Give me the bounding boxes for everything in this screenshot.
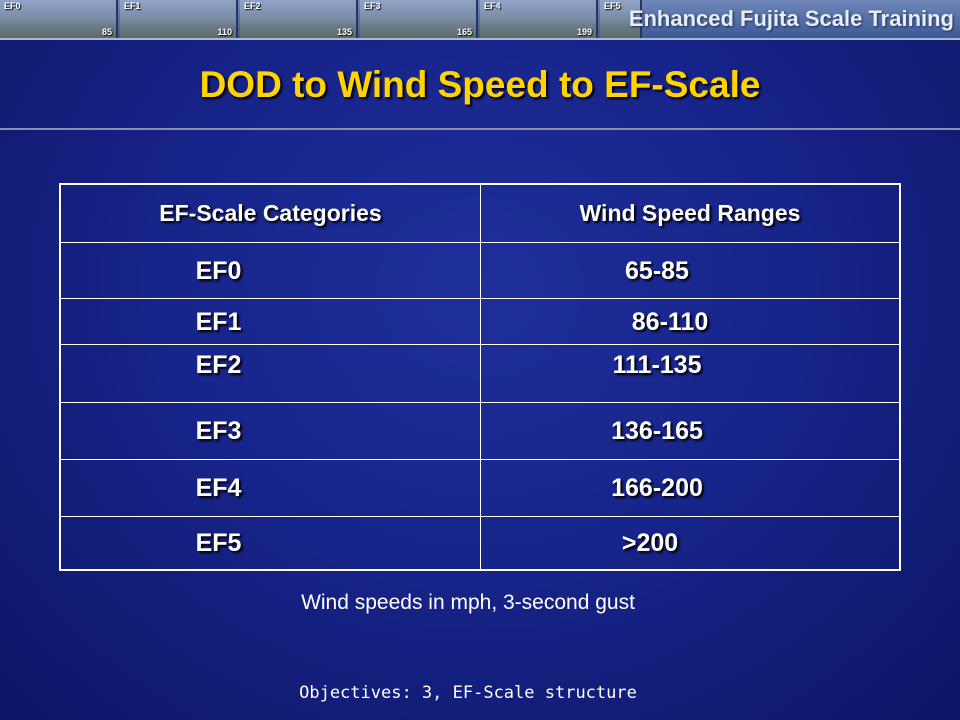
category-value: EF3 xyxy=(195,417,242,445)
table-row: EF0 65-85 xyxy=(61,242,899,299)
thumbnail-speed: 199 xyxy=(576,27,592,37)
ef0-thumbnail: EF0 85 xyxy=(0,0,118,38)
range-value: 166-200 xyxy=(611,474,703,502)
category-value: EF1 xyxy=(195,307,242,336)
thumbnail-label: EF5 xyxy=(604,1,621,11)
range-value: >200 xyxy=(621,529,679,557)
range-value: 111-135 xyxy=(612,351,702,379)
slide-title: DOD to Wind Speed to EF-Scale xyxy=(199,64,761,105)
category-cell: EF3 xyxy=(61,403,481,460)
thumbnail-speed: 165 xyxy=(456,27,472,37)
category-cell: EF5 xyxy=(61,517,481,570)
title-divider xyxy=(0,128,960,130)
thumbnail-label: EF2 xyxy=(244,1,261,11)
ef3-thumbnail: EF3 165 xyxy=(360,0,478,38)
table-header-row: EF-Scale Categories Wind Speed Ranges xyxy=(61,185,899,242)
category-cell: EF2 xyxy=(61,345,481,403)
header-cell: Wind Speed Ranges xyxy=(579,200,801,226)
thumbnail-label: EF3 xyxy=(364,1,381,11)
thumbnail-speed: 135 xyxy=(336,27,352,37)
category-cell: EF1 xyxy=(61,299,481,345)
range-cell: 86-110 xyxy=(481,299,899,345)
category-value: EF2 xyxy=(195,351,242,379)
thumbnail-label: EF4 xyxy=(484,1,501,11)
range-cell: 136-165 xyxy=(481,403,899,460)
range-value: 65-85 xyxy=(625,256,689,285)
header-cell: EF-Scale Categories xyxy=(61,185,481,242)
category-cell: EF4 xyxy=(61,460,481,517)
category-value: EF0 xyxy=(195,256,242,285)
range-value: 136-165 xyxy=(611,417,703,445)
table-row: EF1 86-110 xyxy=(61,298,899,345)
objectives-footer: Objectives: 3, EF-Scale structure xyxy=(299,683,637,703)
table-row: EF3 136-165 xyxy=(61,402,899,460)
range-value: 86-110 xyxy=(631,307,709,336)
banner-title: Enhanced Fujita Scale Training xyxy=(628,6,954,31)
range-cell: 111-135 xyxy=(481,345,899,409)
thumbnail-label: EF1 xyxy=(124,1,141,11)
range-cell: 65-85 xyxy=(481,243,899,299)
ef-scale-table: EF-Scale Categories Wind Speed Ranges EF… xyxy=(59,183,901,571)
thumbnail-label: EF0 xyxy=(4,1,21,11)
units-note: Wind speeds in mph, 3-second gust xyxy=(301,591,635,614)
ef2-thumbnail: EF2 135 xyxy=(240,0,358,38)
ef5-thumbnail: EF5 xyxy=(600,0,642,38)
table-row: EF4 166-200 xyxy=(61,459,899,517)
table-row: EF2 111-135 xyxy=(61,344,899,403)
thumbnail-speed: 110 xyxy=(217,27,232,37)
ef1-thumbnail: EF1 110 xyxy=(120,0,238,38)
ef4-thumbnail: EF4 199 xyxy=(480,0,598,38)
range-cell: >200 xyxy=(481,517,899,570)
thumbnail-speed: 85 xyxy=(101,27,112,37)
category-value: EF5 xyxy=(195,529,242,557)
range-cell: 166-200 xyxy=(481,460,899,517)
category-value: EF4 xyxy=(195,474,242,502)
category-cell: EF0 xyxy=(61,243,481,299)
table-row: EF5 >200 xyxy=(61,516,899,570)
top-banner: EF0 85 EF1 110 EF2 135 EF3 165 EF4 199 E… xyxy=(0,0,960,40)
